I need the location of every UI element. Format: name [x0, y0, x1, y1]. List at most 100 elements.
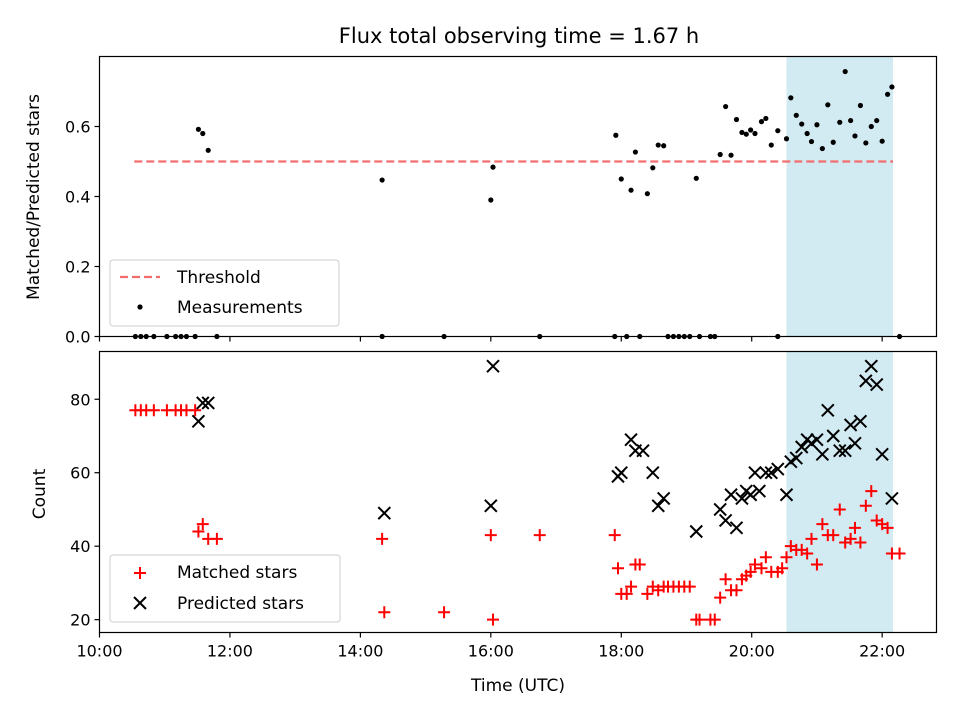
top-ytick-label: 0.2	[65, 258, 90, 277]
top-ytick-label: 0.0	[65, 328, 90, 347]
bottom-legend: Matched stars Predicted stars	[109, 554, 341, 623]
bottom-xtick-label: 14:00	[337, 642, 383, 661]
bottom-predicted-point	[752, 484, 767, 498]
bottom-predicted-point	[870, 377, 884, 392]
bottom-predicted-point	[764, 466, 778, 480]
bottom-matched-point	[376, 532, 389, 545]
top-point	[768, 142, 774, 148]
legend-matched-label: Matched stars	[177, 563, 297, 583]
bottom-matched-point	[810, 558, 823, 571]
bottom-ytick-label: 60	[70, 464, 90, 483]
top-point	[857, 102, 864, 109]
top-point	[848, 117, 854, 124]
bottom-predicted-point	[885, 491, 899, 506]
top-point	[842, 68, 848, 75]
top-point	[661, 143, 667, 149]
bottom-matched-point	[486, 613, 499, 626]
top-point	[743, 131, 749, 137]
bottom-matched-point	[805, 532, 818, 545]
bottom-matched-point	[533, 529, 546, 542]
top-point	[644, 191, 650, 197]
top-point	[852, 133, 858, 139]
bottom-matched-point	[210, 532, 223, 545]
bottom-matched-point	[625, 580, 638, 593]
bottom-predicted-point	[789, 451, 803, 465]
legend-measurements-label: Measurements	[177, 298, 303, 318]
bottom-predicted-point	[377, 506, 392, 520]
top-ylabel: Matched/Predicted stars	[24, 94, 44, 300]
bottom-plot-frame	[98, 350, 938, 634]
bottom-predicted-point	[864, 359, 878, 373]
bottom-matched-point	[730, 584, 743, 597]
bottom-panel-ticks: 10:00 12:00 14:00 16:00 18:00 20:00 22:00 20 40 6…	[70, 390, 905, 660]
legend-predicted-swatch	[133, 596, 147, 610]
top-point	[195, 126, 202, 132]
bottom-matched-point	[438, 606, 451, 619]
bottom-ytick-label: 80	[70, 390, 90, 409]
bottom-ylabel: Count	[30, 468, 50, 519]
bottom-xtick-label: 22:00	[859, 642, 905, 661]
bottom-matched-point	[893, 547, 906, 560]
top-point	[879, 138, 885, 144]
top-panel-marks	[132, 56, 903, 340]
bottom-matched-point	[196, 518, 209, 531]
bottom-predicted-point	[810, 432, 824, 447]
top-point	[814, 122, 820, 128]
bottom-predicted-point	[743, 488, 758, 502]
bottom-series-predicted-stars	[191, 359, 899, 539]
bottom-predicted-point	[833, 443, 847, 458]
top-point	[793, 112, 799, 118]
top-point	[837, 119, 843, 125]
bottom-xtick-label: 10:00	[76, 642, 122, 661]
top-point	[717, 151, 723, 158]
bottom-matched-point	[833, 503, 846, 516]
bottom-legend-frame	[109, 554, 341, 623]
bottom-matched-point	[683, 580, 696, 593]
bottom-predicted-point	[651, 499, 665, 513]
top-point	[775, 128, 781, 134]
bottom-predicted-point	[191, 414, 206, 428]
bottom-matched-point	[844, 532, 857, 545]
top-ytick-label: 0.4	[65, 188, 90, 207]
top-point	[205, 147, 211, 153]
bottom-matched-point	[759, 551, 772, 564]
top-point	[723, 103, 729, 110]
bottom-xtick-label: 20:00	[729, 642, 775, 661]
bottom-predicted-point	[875, 447, 889, 462]
bottom-predicted-point	[614, 466, 628, 480]
bottom-predicted-point	[821, 403, 835, 417]
top-point	[655, 142, 661, 148]
top-point	[889, 84, 895, 90]
bottom-predicted-point	[859, 374, 873, 388]
top-point	[650, 165, 656, 171]
top-point	[783, 136, 790, 142]
top-point	[863, 140, 869, 146]
bottom-predicted-point	[689, 524, 703, 539]
bottom-predicted-point	[729, 521, 744, 535]
bottom-matched-point	[816, 518, 829, 531]
bottom-predicted-point	[843, 418, 858, 432]
bottom-predicted-point	[748, 466, 762, 480]
top-point	[618, 176, 624, 182]
bottom-matched-point	[378, 606, 391, 619]
top-shaded-span	[786, 56, 894, 337]
bottom-matched-point	[612, 562, 625, 575]
bottom-matched-point	[859, 499, 872, 512]
top-point	[613, 132, 619, 138]
top-point	[808, 138, 815, 145]
bottom-xtick-label: 16:00	[468, 642, 514, 661]
top-point	[200, 130, 206, 137]
bottom-series-matched-stars	[129, 404, 906, 626]
bottom-matched-point	[744, 565, 757, 578]
bottom-predicted-point	[848, 436, 862, 451]
top-point	[868, 123, 874, 130]
bottom-xtick-label: 18:00	[598, 642, 644, 661]
bottom-xlabel: Time (UTC)	[470, 676, 565, 696]
bottom-matched-point	[147, 404, 160, 417]
top-point	[874, 117, 880, 124]
top-point	[628, 187, 634, 193]
bottom-matched-point	[189, 404, 202, 417]
bottom-matched-point	[801, 547, 814, 560]
top-point	[748, 127, 754, 133]
bottom-matched-point	[719, 573, 732, 586]
